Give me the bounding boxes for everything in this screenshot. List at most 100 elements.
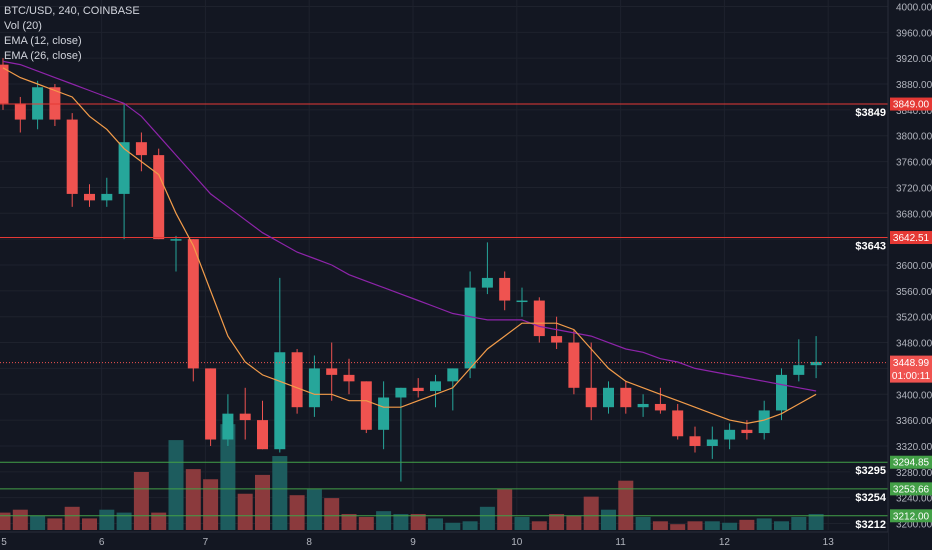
volume-bar	[151, 512, 167, 530]
volume-bar	[445, 522, 461, 530]
candle-body	[0, 64, 9, 104]
level-price-flag	[890, 482, 932, 496]
candle-body	[464, 287, 476, 369]
date-tick-label: 6	[99, 537, 105, 548]
price-axis[interactable]: 4000.00 3960.00 3920.00 3880.00 3840.00 3800.…	[887, 0, 932, 550]
candles	[0, 58, 822, 482]
candle-body	[741, 429, 753, 434]
candle-body	[84, 193, 95, 201]
volume-bar	[324, 498, 340, 530]
candle-body	[793, 365, 805, 375]
candle-body	[395, 387, 407, 398]
candle-body	[481, 277, 493, 288]
candle-body	[153, 155, 165, 240]
volume-bar	[549, 514, 565, 530]
price-tick-label: 3520.00	[896, 313, 932, 324]
symbol-label[interactable]: BTC/USD, 240, COINBASE	[4, 5, 140, 17]
volume-bar	[497, 489, 513, 530]
date-tick-label: 7	[203, 537, 209, 548]
level-price-flag-text: 3642.51	[893, 233, 930, 244]
candle-body	[637, 403, 649, 408]
volume-bar	[791, 516, 807, 530]
countdown-text: 01:00:11	[892, 371, 931, 382]
volume-bar	[652, 521, 668, 530]
level-label: $3849	[855, 107, 886, 119]
candle-body	[603, 387, 614, 408]
current-price-flag	[890, 355, 932, 383]
level-label-bg	[850, 490, 886, 504]
date-tick-label: 11	[615, 537, 626, 548]
ema26-indicator-label[interactable]: EMA (26, close)	[4, 50, 82, 62]
vol-indicator-label[interactable]: Vol (20)	[4, 20, 42, 32]
candle-body	[758, 410, 770, 434]
candle-body	[101, 193, 113, 201]
candle-body	[291, 352, 303, 408]
price-tick-label: 3760.00	[896, 158, 932, 169]
price-tick-label: 3880.00	[896, 80, 932, 91]
volume-bar	[237, 493, 253, 530]
candle-body	[187, 239, 199, 369]
candle-body	[654, 403, 666, 411]
time-axis-bg	[0, 532, 888, 550]
price-tick-label: 3400.00	[896, 390, 932, 401]
level-price-flag	[890, 509, 932, 523]
price-tick-label: 3360.00	[896, 416, 932, 427]
ema12-indicator-label[interactable]: EMA (12, close)	[4, 35, 82, 47]
candle-body	[689, 436, 701, 446]
volume-bar	[12, 509, 28, 530]
candle-body	[135, 142, 147, 156]
volume-bar	[133, 472, 149, 530]
volume-bar	[272, 456, 288, 530]
candle-body	[49, 87, 61, 120]
candle-body	[32, 87, 44, 120]
volume-bar	[462, 521, 478, 530]
volume-bar	[410, 514, 426, 530]
candle-body	[706, 439, 718, 446]
price-tick-label: 3800.00	[896, 132, 932, 143]
volume-bar	[220, 424, 236, 530]
volume-bar	[583, 496, 599, 530]
volume-bar	[428, 518, 443, 530]
volume-bar	[341, 514, 357, 530]
candle-body	[326, 368, 338, 375]
volume-bar	[479, 506, 495, 530]
volume-bar	[670, 524, 686, 530]
volume-bar	[358, 516, 374, 530]
volume-bar	[47, 518, 63, 530]
candle-body	[343, 374, 355, 382]
level-label: $3643	[855, 241, 886, 253]
volume-bar	[618, 480, 634, 530]
level-label-bg	[850, 464, 886, 478]
price-tick-label: 3480.00	[896, 339, 932, 350]
volume-bar	[306, 489, 322, 530]
volume-bar	[808, 514, 824, 530]
time-axis[interactable]: 5 6 7 8 9 10 11 12 13	[0, 531, 888, 550]
volume-bar	[601, 509, 616, 530]
volume-bar	[64, 506, 80, 530]
price-tick-label: 3720.00	[896, 183, 932, 194]
price-tick-label: 3840.00	[896, 106, 932, 117]
level-label: $3295	[855, 465, 886, 477]
level-label-bg	[850, 106, 886, 120]
volume-bar	[82, 518, 97, 530]
price-tick-label: 3600.00	[896, 261, 932, 272]
level-price-flag-text: 3294.85	[893, 458, 930, 469]
candle-body	[222, 413, 234, 440]
candle-body	[239, 413, 251, 421]
price-tick-label: 4000.00	[896, 2, 932, 13]
volume-bar	[289, 495, 305, 530]
ema12-line	[2, 67, 817, 425]
candle-body	[274, 352, 286, 450]
level-label: $3212	[855, 519, 886, 531]
volume-bar	[30, 515, 46, 530]
volume-bar	[635, 516, 651, 530]
price-tick-label: 3560.00	[896, 287, 932, 298]
current-price-text: 3448.99	[893, 358, 930, 369]
candle-body	[516, 300, 528, 303]
candle-body	[170, 239, 182, 241]
date-tick-label: 10	[511, 537, 523, 548]
candle-body	[568, 342, 580, 388]
volume-bar	[0, 512, 11, 530]
volume-bar	[393, 514, 409, 530]
